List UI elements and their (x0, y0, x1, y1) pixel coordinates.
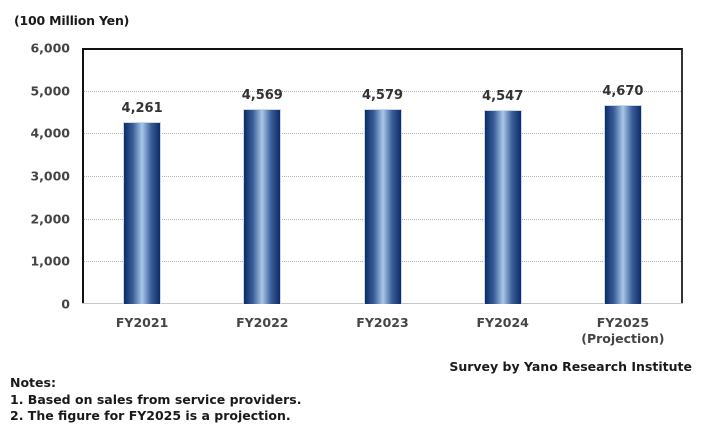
y-tick-label: 2,000 (30, 211, 70, 227)
y-axis-unit-label: (100 Million Yen) (14, 13, 130, 28)
note-item: 1. Based on sales from service providers… (10, 391, 302, 407)
x-tick-label: FY2025 (Projection) (568, 315, 678, 347)
x-tick-label-line: FY2025 (596, 315, 650, 330)
x-tick-label: FY2022 (207, 315, 317, 331)
bar (243, 109, 282, 304)
x-tick-label: FY2021 (87, 315, 197, 331)
notes: Notes: 1. Based on sales from service pr… (10, 375, 301, 425)
y-tick-label: 5,000 (30, 83, 70, 99)
bar (603, 104, 642, 304)
x-tick-label-subline: (Projection) (581, 331, 665, 346)
x-tick-label-line: FY2021 (115, 315, 169, 330)
data-label: 4,670 (602, 83, 644, 99)
data-label: 4,261 (121, 101, 163, 117)
data-label: 4,579 (361, 87, 404, 103)
y-tick-label: 6,000 (30, 40, 70, 56)
plot-area (82, 48, 683, 304)
x-tick-label-line: FY2022 (236, 315, 289, 330)
note-item: 2. The figure for FY2025 is a projection… (10, 408, 291, 423)
x-tick-label-line: FY2023 (356, 315, 409, 330)
y-tick-label: 1,000 (30, 253, 70, 269)
notes-heading: Notes: (10, 375, 56, 390)
y-tick-label: 4,000 (30, 125, 70, 141)
y-tick-label: 0 (61, 296, 70, 312)
data-label: 4,569 (241, 88, 283, 104)
x-tick-label-line: FY2024 (476, 315, 529, 330)
gridline (84, 90, 681, 92)
bar (123, 122, 162, 304)
bar (483, 109, 522, 304)
data-label: 4,547 (482, 88, 524, 104)
y-tick-label: 3,000 (30, 168, 70, 184)
source-credit: Survey by Yano Research Institute (449, 359, 692, 374)
x-tick-label: FY2023 (328, 315, 438, 331)
x-tick-label: FY2024 (448, 315, 558, 331)
bar (363, 108, 402, 304)
